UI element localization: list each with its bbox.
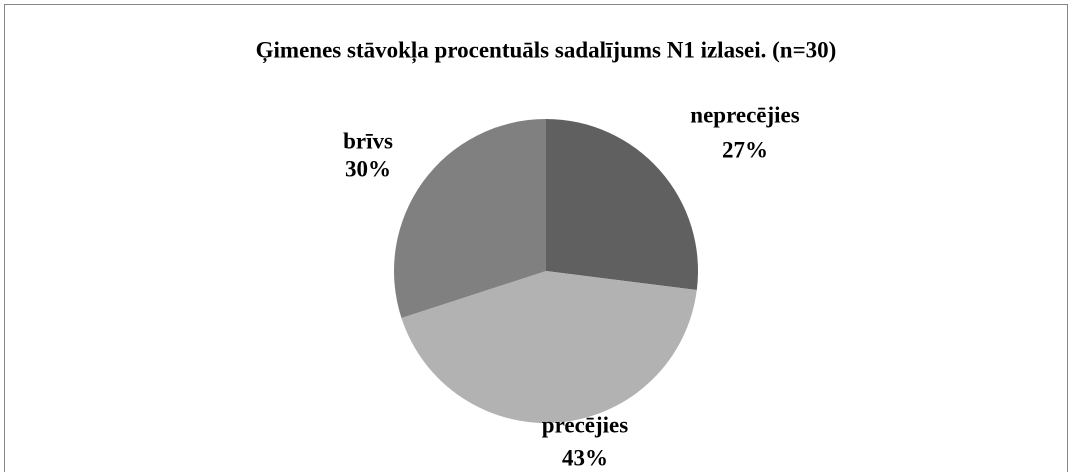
chart-title: Ģimenes stāvokļa procentuāls sadalījums …	[256, 37, 837, 64]
slice-category-label: precējies	[542, 412, 628, 437]
slice-value-label: 27%	[722, 137, 768, 162]
pie-slice	[546, 119, 698, 291]
pie-slice	[401, 271, 697, 423]
slice-value-label: 43%	[562, 445, 608, 470]
slice-category-label: neprecējies	[690, 102, 799, 127]
slice-category-label: brīvs	[343, 128, 393, 153]
pie-slice	[393, 118, 546, 318]
chart-border	[4, 4, 1068, 472]
slice-value-label: 30%	[345, 156, 391, 181]
